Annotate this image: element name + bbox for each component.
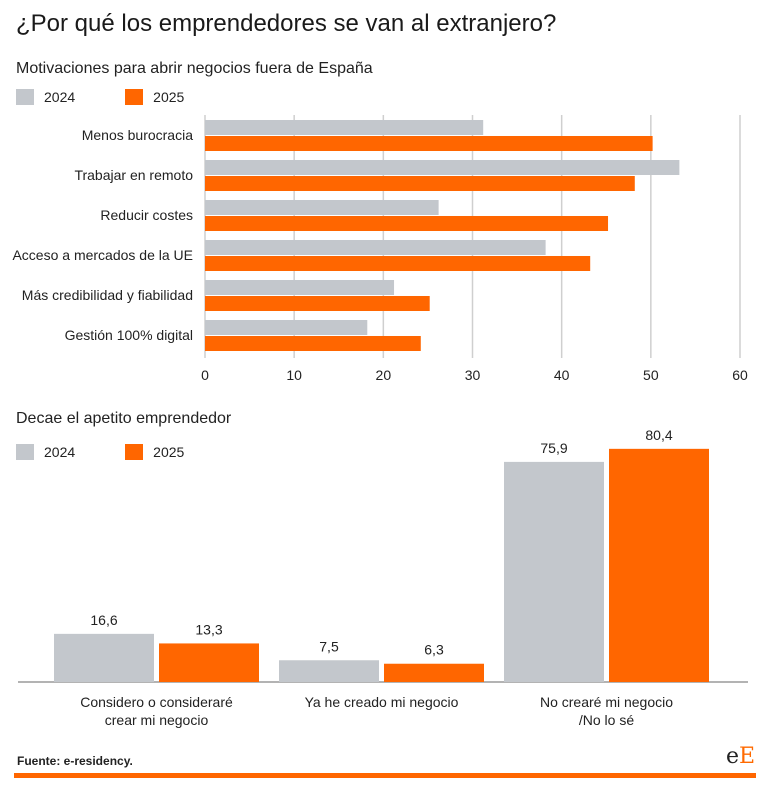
- x-tick-label: 40: [554, 367, 570, 383]
- legend-item-2024: 2024: [16, 89, 75, 105]
- legend-swatch-2024: [16, 444, 34, 460]
- bar-2024: [205, 120, 484, 135]
- category-label: Menos burocracia: [82, 127, 193, 143]
- category-label: Trabajar en remoto: [74, 167, 193, 183]
- category-label: Reducir costes: [100, 207, 193, 223]
- bar-2025: [159, 643, 259, 682]
- bottom-rule: [14, 773, 756, 778]
- data-label: 6,3: [424, 642, 444, 658]
- category-label: Considero o consideraré: [80, 694, 233, 710]
- bar-2025: [205, 136, 653, 151]
- logo-E: E: [739, 744, 756, 769]
- horizontal-bar-chart: 0 10 20 30 40 50 60 Menos burocracia Trabajar en…: [12, 115, 748, 383]
- data-label: 13,3: [195, 621, 222, 637]
- category-label: No crearé mi negocio: [540, 694, 673, 710]
- data-label: 75,9: [540, 440, 567, 456]
- category-label: Gestión 100% digital: [65, 327, 193, 343]
- bar-2024: [205, 280, 395, 295]
- legend-label-2024: 2024: [44, 89, 76, 105]
- data-label: 7,5: [319, 638, 339, 654]
- legend-label-2025: 2025: [153, 89, 185, 105]
- chart1-legend: 2024 2025: [16, 89, 234, 105]
- chart-title: ¿Por qué los emprendedores se van al ext…: [16, 10, 557, 37]
- bar-2025: [205, 296, 430, 311]
- bar-2024: [205, 160, 680, 175]
- source-note: Fuente: e-residency.: [17, 754, 133, 768]
- legend-item-2025: 2025: [125, 89, 184, 105]
- logo-e: e: [726, 744, 740, 769]
- category-label: /No lo sé: [579, 712, 634, 728]
- chart2-subtitle: Decae el apetito emprendedor: [16, 410, 232, 427]
- brand-logo: eE: [726, 744, 755, 769]
- category-label: Más credibilidad y fiabilidad: [22, 287, 193, 303]
- legend-item-2024: 2024: [16, 444, 75, 460]
- bar-2025: [205, 216, 609, 231]
- category-label: Acceso a mercados de la UE: [12, 247, 193, 263]
- legend-swatch-2025: [125, 89, 144, 105]
- bar-2024: [205, 200, 439, 215]
- bar-2024: [205, 240, 546, 255]
- legend-label-2024: 2024: [44, 444, 76, 460]
- bar-2024: [279, 660, 379, 682]
- x-tick-label: 0: [201, 367, 209, 383]
- bar-2025: [205, 176, 635, 191]
- data-label: 80,4: [645, 427, 672, 443]
- x-tick-label: 30: [465, 367, 481, 383]
- x-tick-label: 10: [286, 367, 302, 383]
- bar-2025: [609, 448, 709, 682]
- bar-2025: [205, 256, 591, 271]
- x-tick-label: 60: [732, 367, 748, 383]
- legend-swatch-2024: [16, 89, 34, 105]
- legend-label-2025: 2025: [153, 444, 185, 460]
- x-tick-label: 50: [643, 367, 659, 383]
- data-label: 16,6: [90, 612, 117, 628]
- bar-2024: [504, 461, 604, 682]
- chart2-legend: 2024 2025: [16, 444, 234, 460]
- category-label: crear mi negocio: [105, 712, 209, 728]
- chart1-subtitle: Motivaciones para abrir negocios fuera d…: [16, 60, 373, 77]
- legend-item-2025: 2025: [125, 444, 184, 460]
- bar-2024: [205, 320, 368, 335]
- bar-2024: [54, 633, 154, 682]
- category-label: Ya he creado mi negocio: [305, 694, 459, 710]
- bar-2025: [384, 663, 484, 682]
- vertical-bar-chart: 16,6 13,3 Considero o consideraré crear mi …: [18, 427, 748, 728]
- bar-2025: [205, 336, 421, 351]
- legend-swatch-2025: [125, 444, 144, 460]
- x-tick-label: 20: [376, 367, 392, 383]
